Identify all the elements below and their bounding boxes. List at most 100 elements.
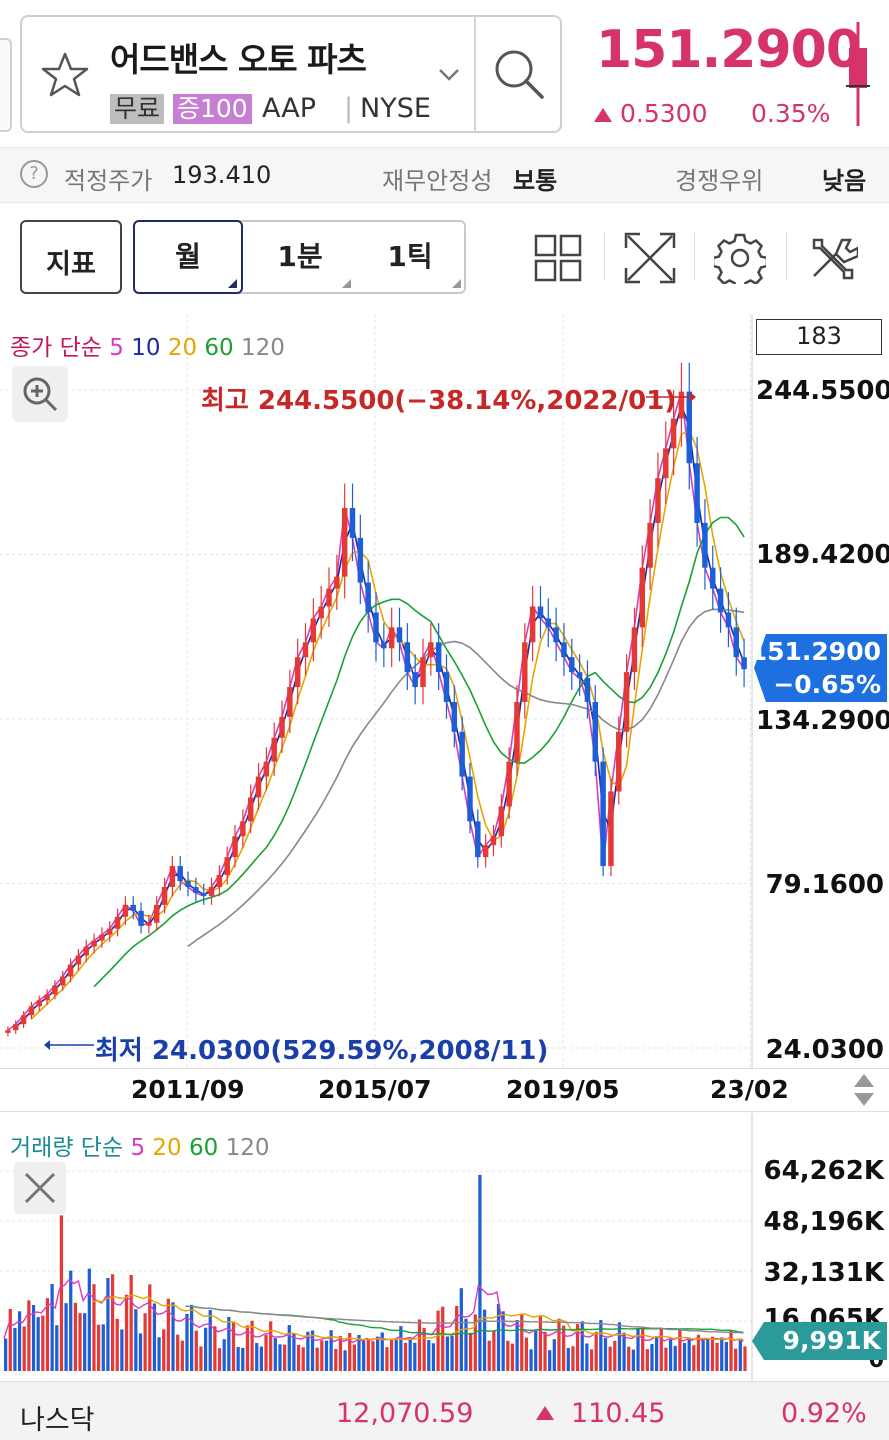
favorite-star-icon[interactable] [40,51,90,103]
candle [647,522,653,568]
volume-bar [422,1327,426,1371]
volume-bar [445,1336,450,1371]
zoom-in-icon[interactable] [12,366,68,422]
volume-bar [83,1313,87,1371]
candle [279,716,285,738]
volume-bar [603,1337,608,1371]
candle [106,928,113,935]
candle [678,391,685,419]
volume-bar [650,1344,654,1371]
volume-bar [166,1298,171,1371]
volume-bar [329,1330,333,1371]
current-price-tag-change: −0.65% [773,670,881,699]
volume-bar [69,1270,73,1371]
current-price-tag-value: 151.2900 [749,637,881,666]
candle [52,985,58,995]
tab-monthly[interactable]: 월 [133,220,243,294]
volume-bar [455,1305,459,1371]
tab-1min-label: 1분 [277,240,323,273]
volume-bar [324,1340,329,1371]
candle [341,508,348,577]
x-axis-label: 2019/05 [506,1075,620,1104]
volume-bar [738,1338,742,1371]
volume-bar [729,1330,733,1371]
volume-legend[interactable]: 거래량 단순 5 20 60 120 [10,1128,269,1162]
bar-count-box[interactable]: 183 [756,319,882,355]
expand-icon[interactable] [624,232,676,288]
candle [334,576,340,589]
volume-bar [185,1313,189,1371]
volume-bar [436,1310,440,1371]
candle [717,588,724,613]
indicator-button[interactable]: 지표 [20,220,122,294]
tab-monthly-label: 월 [175,240,201,273]
x-axis-label: 2015/07 [318,1075,432,1104]
candle [396,627,403,643]
vol-ma-20-label: 20 [152,1135,182,1161]
ma-legend[interactable]: 종가 단순 5 10 20 60 120 [10,328,285,362]
volume-bar [45,1298,50,1371]
volume-bar [115,1318,119,1371]
candle [318,606,324,619]
volume-bar [320,1340,324,1371]
volume-bar [171,1302,175,1371]
volume-bar [376,1336,380,1371]
volume-bar [734,1348,738,1371]
help-icon[interactable]: ? [20,160,48,188]
candle [388,627,395,649]
tab-1min[interactable]: 1분 [245,222,355,292]
stock-selector[interactable]: 어드밴스 오토 파츠 무료 증100 AAP | NYSE [20,15,562,133]
tools-icon[interactable] [806,232,860,288]
candle [373,612,379,643]
chevron-down-icon[interactable] [438,67,460,86]
volume-bar [245,1325,250,1371]
candle [482,845,489,858]
candle [725,612,732,628]
volume-bar [534,1330,538,1371]
volume-bar [264,1334,268,1371]
close-icon[interactable] [14,1162,66,1214]
index-ticker-bar[interactable]: 나스닥 12,070.59 110.45 0.92% [0,1381,889,1440]
candle [616,731,622,792]
settings-icon[interactable] [711,232,769,291]
high-arrow-icon [646,392,696,402]
candle [302,642,309,658]
volume-bar [631,1349,636,1371]
candle [631,627,638,673]
search-icon[interactable] [492,47,548,107]
volume-bar [701,1339,705,1371]
left-edge-handle[interactable] [0,38,12,132]
volume-bar [162,1329,166,1371]
ma-20-label: 20 [167,335,198,361]
resize-arrows-icon[interactable] [852,1072,876,1112]
volume-bar [41,1315,45,1371]
candle [310,618,317,643]
tab-1tick[interactable]: 1틱 [355,222,465,292]
y-axis-label: 134.2900 [756,706,889,736]
chart-area[interactable] [0,314,889,1070]
volume-bar [143,1313,147,1371]
volume-bar [190,1304,194,1371]
volume-bar [641,1328,645,1371]
volume-area[interactable] [0,1113,889,1381]
volume-bar [613,1340,617,1371]
price-change: 0.5300 [620,99,708,128]
y-axis-label: 79.1600 [765,870,884,900]
volume-bar [259,1346,264,1371]
volume-bar [706,1338,710,1371]
volume-bar [227,1316,231,1371]
candle [412,672,418,688]
layout-grid-icon[interactable] [534,234,582,286]
valuation-strip: ? 적정주가 193.410 재무안정성 보통 경쟁우위 낮음 [0,147,889,203]
volume-bar [580,1321,584,1371]
volume-bar [385,1347,389,1371]
ma-60-label: 60 [204,335,234,361]
toolbar-divider [694,232,695,280]
volume-bar [543,1331,547,1371]
volume-chart[interactable] [0,1113,889,1381]
volume-bar [17,1311,22,1371]
volume-bar [296,1344,301,1371]
candle [710,567,716,589]
volume-bar [55,1325,59,1371]
price-chart[interactable] [0,314,889,1070]
